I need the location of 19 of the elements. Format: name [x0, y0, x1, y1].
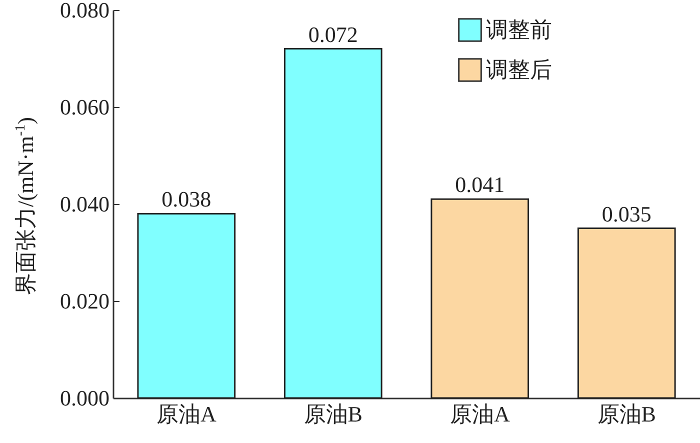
data-label: 0.041 [455, 172, 505, 198]
legend-label: 调整前 [486, 17, 552, 42]
bar [577, 228, 676, 399]
x-tick-label: 原油A [156, 402, 216, 426]
y-tick-label: 0.080 [60, 0, 110, 22]
y-tick-label: 0.000 [60, 386, 110, 410]
y-tick-label: 0.060 [60, 94, 110, 120]
x-tick-label: 原油B [304, 402, 362, 426]
bar [430, 198, 530, 399]
bar [137, 212, 236, 399]
legend-label: 调整后 [486, 57, 552, 82]
bar [284, 48, 382, 399]
x-tick-label: 原油A [450, 402, 510, 426]
data-label: 0.072 [308, 22, 358, 47]
x-tick-label: 原油B [597, 402, 656, 426]
y-tick-label: 0.040 [60, 192, 110, 216]
data-label: 0.035 [602, 201, 652, 226]
y-tick-label: 0.020 [60, 288, 110, 314]
data-label: 0.038 [162, 186, 212, 212]
